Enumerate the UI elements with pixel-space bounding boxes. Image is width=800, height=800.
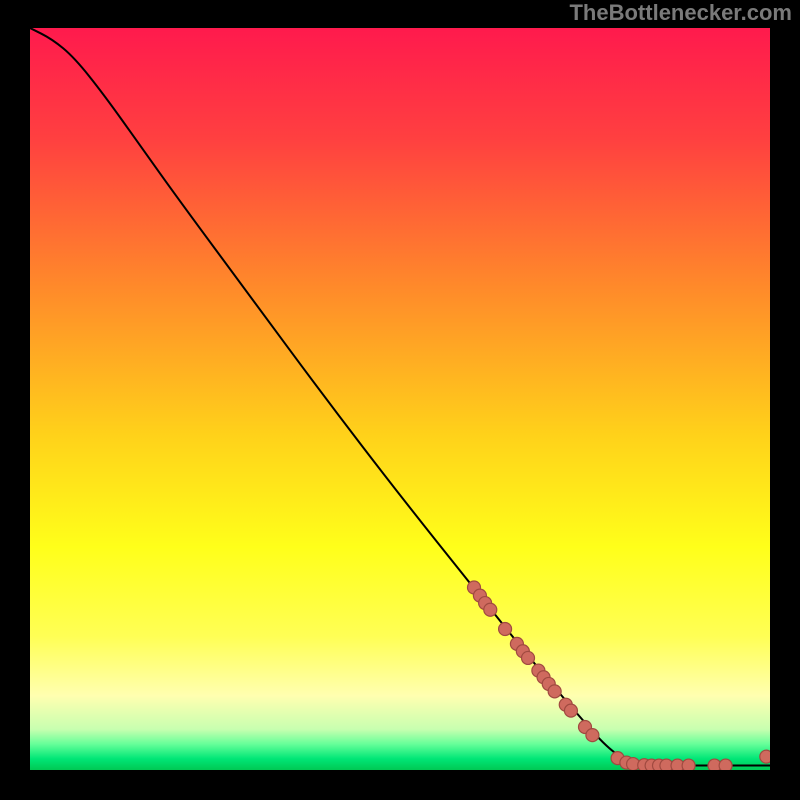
data-marker <box>484 603 497 616</box>
chart-stage: TheBottlenecker.com <box>0 0 800 800</box>
data-marker <box>719 759 732 770</box>
data-marker <box>564 704 577 717</box>
data-marker <box>522 651 535 664</box>
plot-area <box>30 28 770 770</box>
watermark-text: TheBottlenecker.com <box>569 0 792 26</box>
data-marker <box>548 685 561 698</box>
curve-line <box>30 28 770 766</box>
data-marker <box>760 750 770 763</box>
data-marker <box>586 729 599 742</box>
plot-svg-overlay <box>30 28 770 770</box>
data-marker <box>682 759 695 770</box>
data-marker <box>499 623 512 636</box>
